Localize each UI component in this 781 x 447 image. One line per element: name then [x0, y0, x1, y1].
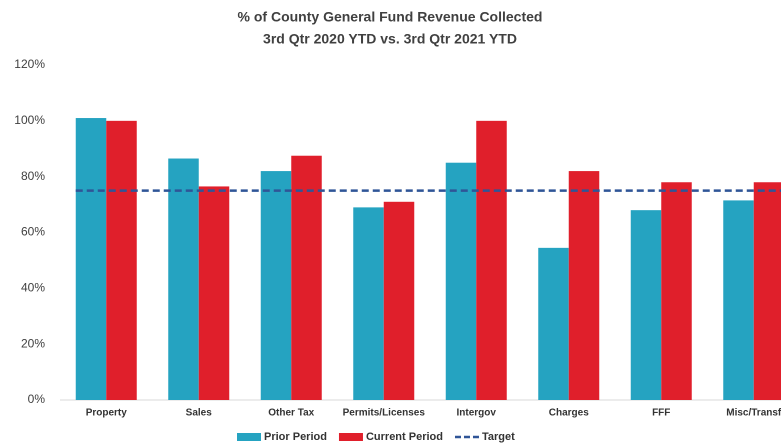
legend-swatch [338, 433, 363, 441]
bar [723, 200, 754, 400]
bar [445, 162, 477, 400]
bar [568, 171, 600, 400]
bar [168, 158, 199, 400]
bar [353, 207, 384, 400]
legend-label: Target [482, 431, 515, 443]
bar [291, 155, 322, 400]
y-tick-label: 40% [21, 281, 45, 295]
legend-label: Current Period [366, 431, 443, 443]
x-tick-label: Intergov [457, 408, 497, 419]
chart-title: % of County General Fund Revenue Collect… [238, 9, 543, 25]
legend-swatch [237, 433, 261, 441]
bar [538, 247, 569, 400]
y-tick-label: 100% [14, 113, 45, 127]
x-tick-label: FFF [652, 408, 670, 419]
bar [753, 182, 781, 400]
y-tick-label: 20% [21, 336, 45, 350]
y-tick-label: 0% [28, 392, 46, 406]
x-tick-label: Misc/Transf [726, 408, 781, 419]
y-tick-label: 60% [21, 225, 45, 239]
bar [106, 120, 137, 400]
bar [75, 118, 107, 401]
chart-subtitle: 3rd Qtr 2020 YTD vs. 3rd Qtr 2021 YTD [263, 31, 517, 47]
bar [383, 201, 415, 400]
x-tick-label: Property [86, 408, 128, 419]
bar [260, 171, 292, 400]
x-tick-label: Sales [186, 408, 213, 419]
x-tick-label: Permits/Licenses [343, 408, 426, 419]
y-tick-label: 120% [14, 57, 45, 71]
x-tick-label: Charges [549, 408, 589, 419]
bar [630, 210, 662, 400]
bar [198, 186, 230, 400]
x-tick-label: Other Tax [268, 408, 314, 419]
bar [661, 182, 692, 400]
bar [476, 120, 507, 400]
y-tick-label: 80% [21, 169, 45, 183]
legend-label: Prior Period [264, 431, 327, 443]
